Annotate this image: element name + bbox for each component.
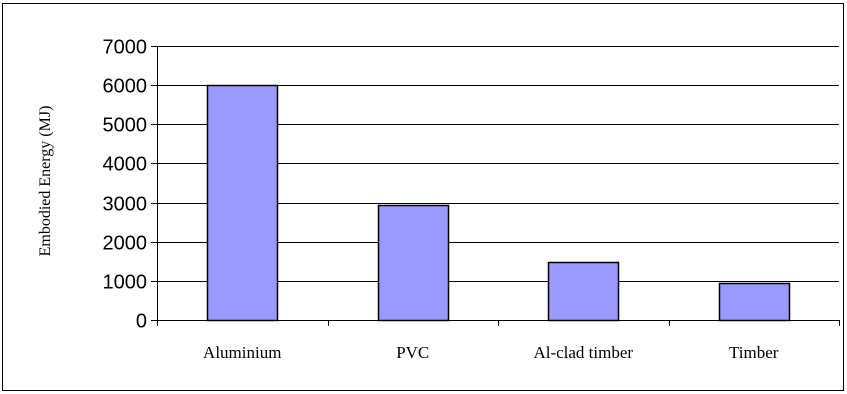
axes: [151, 46, 840, 326]
bar-al-clad-timber: [547, 261, 620, 322]
x-tick-label: Timber: [729, 343, 779, 362]
y-tick-label: 3000: [103, 194, 148, 216]
bar-pvc: [377, 204, 450, 322]
y-tick-label: 0: [136, 311, 147, 333]
y-tick-label: 5000: [103, 115, 148, 137]
y-tick-label: 7000: [103, 37, 148, 59]
y-tick-label: 2000: [103, 233, 148, 255]
tick-labels: 0 1000 2000 3000 4000 5000 6000 7000 Aluminium PV…: [103, 37, 779, 363]
y-tick-label: 4000: [103, 154, 148, 176]
y-tick-label: 1000: [103, 272, 148, 294]
x-tick-label: Al-clad timber: [533, 343, 633, 362]
y-tick-label: 6000: [103, 76, 148, 98]
bar-aluminium: [206, 84, 279, 322]
x-tick-label: Aluminium: [203, 343, 281, 362]
chart-frame: [2, 3, 844, 391]
bars: [206, 84, 791, 322]
x-tick-label: PVC: [396, 343, 429, 362]
y-axis-title: Embodied Energy (MJ): [37, 106, 54, 257]
bar-timber: [718, 282, 791, 322]
